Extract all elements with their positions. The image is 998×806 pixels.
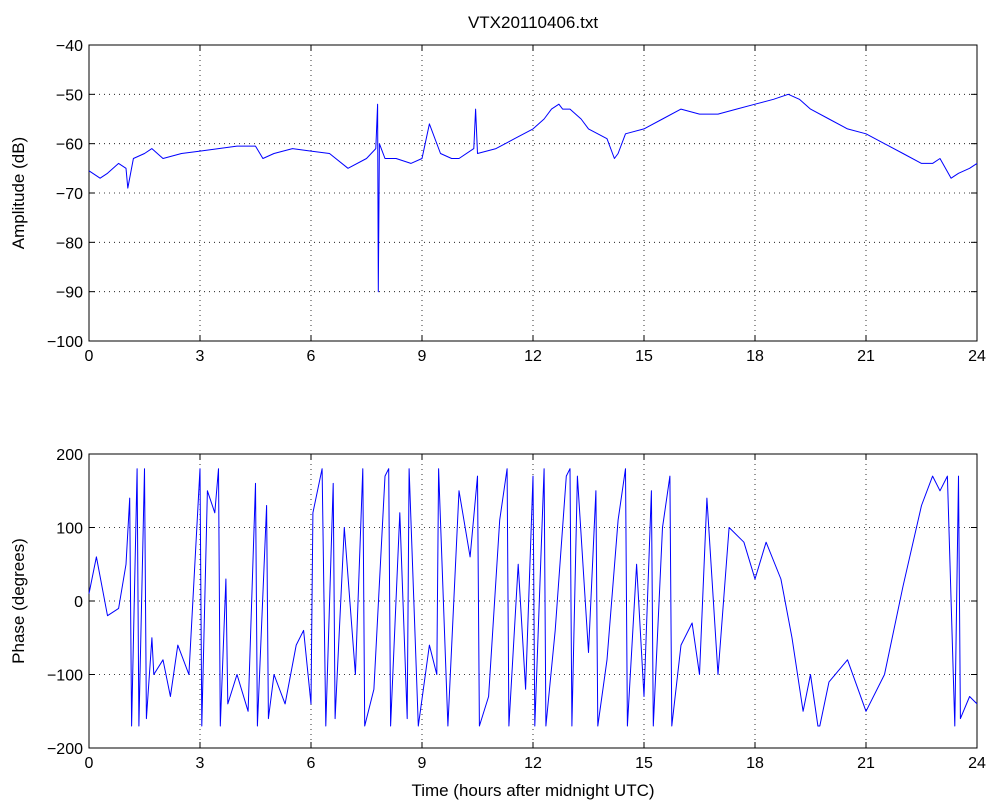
phase-xtick-label: 3 (196, 755, 205, 772)
amplitude-ytick-label: −70 (56, 186, 83, 203)
phase-ytick-label: −200 (47, 741, 83, 758)
phase-ytick-label: 0 (74, 594, 83, 611)
amplitude-ytick-label: −60 (56, 137, 83, 154)
phase-xtick-label: 6 (307, 755, 316, 772)
phase-ticks: 0 3 6 9 12 15 18 21 24 −200 −100 0 100 200 (47, 447, 986, 772)
amplitude-xtick-label: 24 (968, 348, 986, 365)
phase-ylabel: Phase (degrees) (9, 538, 28, 664)
amplitude-xtick-label: 18 (746, 348, 764, 365)
phase-xtick-label: 18 (746, 755, 764, 772)
phase-ytick-label: 100 (56, 521, 83, 538)
phase-xtick-label: 9 (418, 755, 427, 772)
amplitude-series-line (88, 93, 978, 293)
amplitude-xtick-label: 15 (635, 348, 653, 365)
amplitude-grid (89, 45, 977, 341)
amplitude-xtick-label: 3 (196, 348, 205, 365)
phase-xtick-label: 24 (968, 755, 986, 772)
amplitude-ytick-label: −90 (56, 285, 83, 302)
phase-panel: 0 3 6 9 12 15 18 21 24 −200 −100 0 100 200 Phase (deg… (9, 447, 986, 800)
amplitude-panel: 0 3 6 9 12 15 18 21 24 −100 −90 −80 −70 −60 −50 −40 Amp… (9, 38, 986, 365)
phase-series-layer (88, 468, 978, 727)
amplitude-xtick-label: 21 (857, 348, 875, 365)
figure-title: VTX20110406.txt (468, 13, 598, 32)
phase-xtick-label: 0 (85, 755, 94, 772)
amplitude-ticks: 0 3 6 9 12 15 18 21 24 −100 −90 −80 −70 −60 −50 −40 (47, 38, 986, 365)
amplitude-ylabel: Amplitude (dB) (9, 137, 28, 249)
amplitude-series-layer (88, 93, 978, 293)
amplitude-ytick-label: −80 (56, 235, 83, 252)
amplitude-xtick-label: 9 (418, 348, 427, 365)
phase-ytick-label: −100 (47, 668, 83, 685)
amplitude-ytick-label: −40 (56, 38, 83, 55)
phase-xtick-label: 15 (635, 755, 653, 772)
phase-ytick-label: 200 (56, 447, 83, 464)
amplitude-ytick-label: −50 (56, 87, 83, 104)
phase-xtick-label: 12 (524, 755, 542, 772)
amplitude-xtick-label: 6 (307, 348, 316, 365)
amplitude-axes-box (88, 44, 978, 342)
amplitude-xtick-label: 12 (524, 348, 542, 365)
phase-xlabel: Time (hours after midnight UTC) (411, 781, 654, 800)
amplitude-ytick-label: −100 (47, 334, 83, 351)
phase-series-line (88, 468, 978, 727)
amplitude-xtick-label: 0 (85, 348, 94, 365)
phase-xtick-label: 21 (857, 755, 875, 772)
